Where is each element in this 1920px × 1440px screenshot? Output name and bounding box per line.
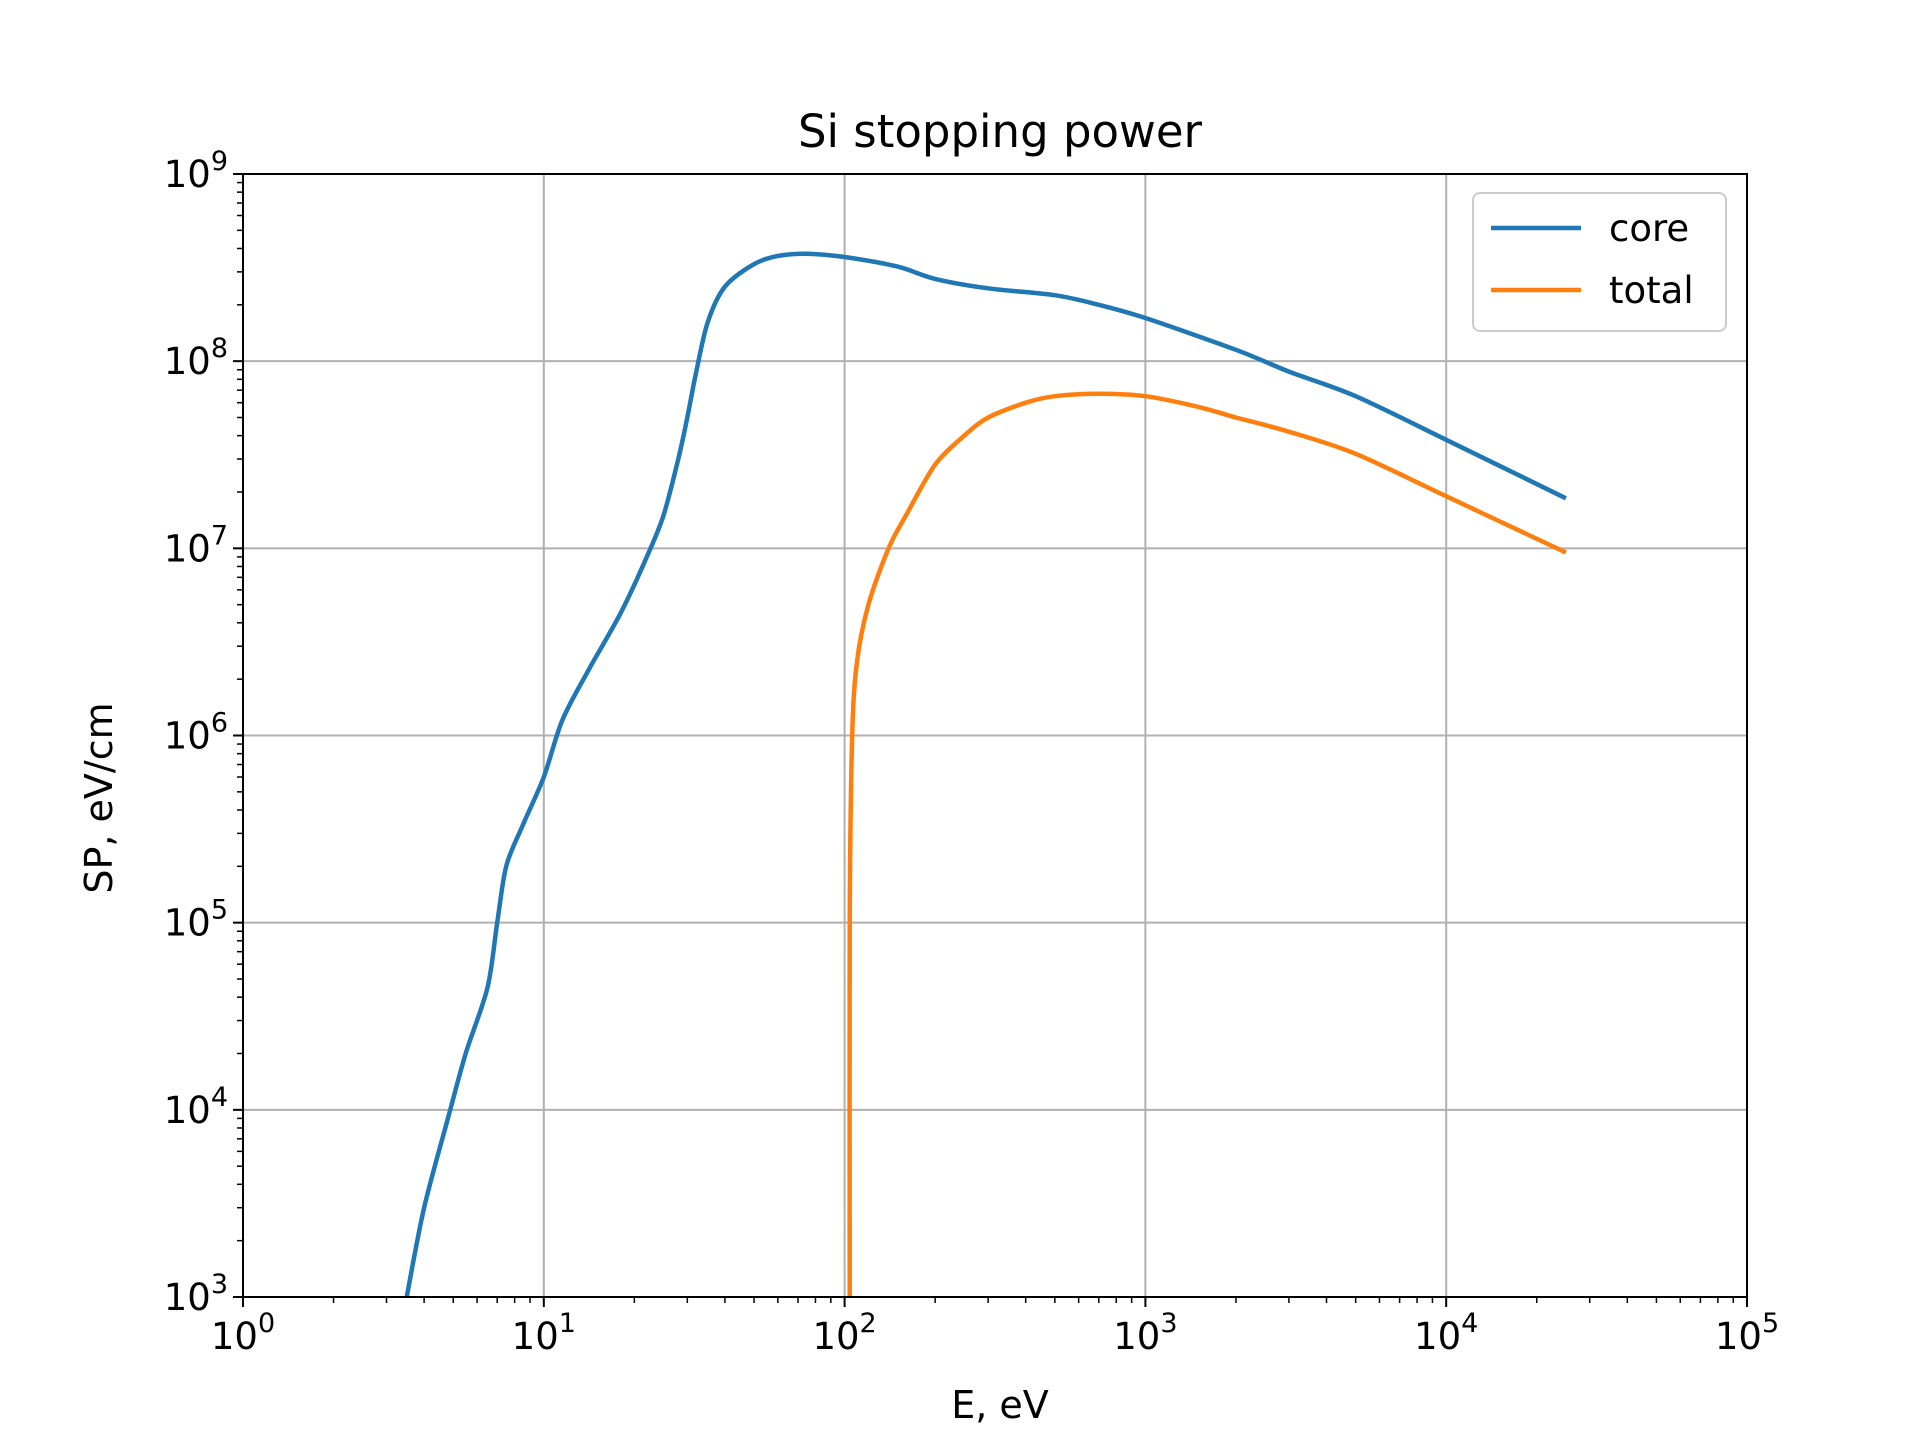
series-lines <box>404 251 1567 1298</box>
y-axis-label: SP, eV/cm <box>77 702 121 893</box>
series-line-total <box>847 391 1567 1298</box>
legend: core total <box>1472 192 1727 332</box>
axis-ticks <box>233 173 1748 1307</box>
legend-label-total: total <box>1609 269 1694 312</box>
legend-label-core: core <box>1609 207 1689 250</box>
x-axis-label: E, eV <box>951 1383 1049 1427</box>
chart-title: Si stopping power <box>798 105 1203 158</box>
series-line-core <box>404 251 1567 1298</box>
grid <box>243 174 1747 1297</box>
y-tick-label: 106 <box>164 708 228 758</box>
y-tick-label: 104 <box>164 1082 228 1132</box>
